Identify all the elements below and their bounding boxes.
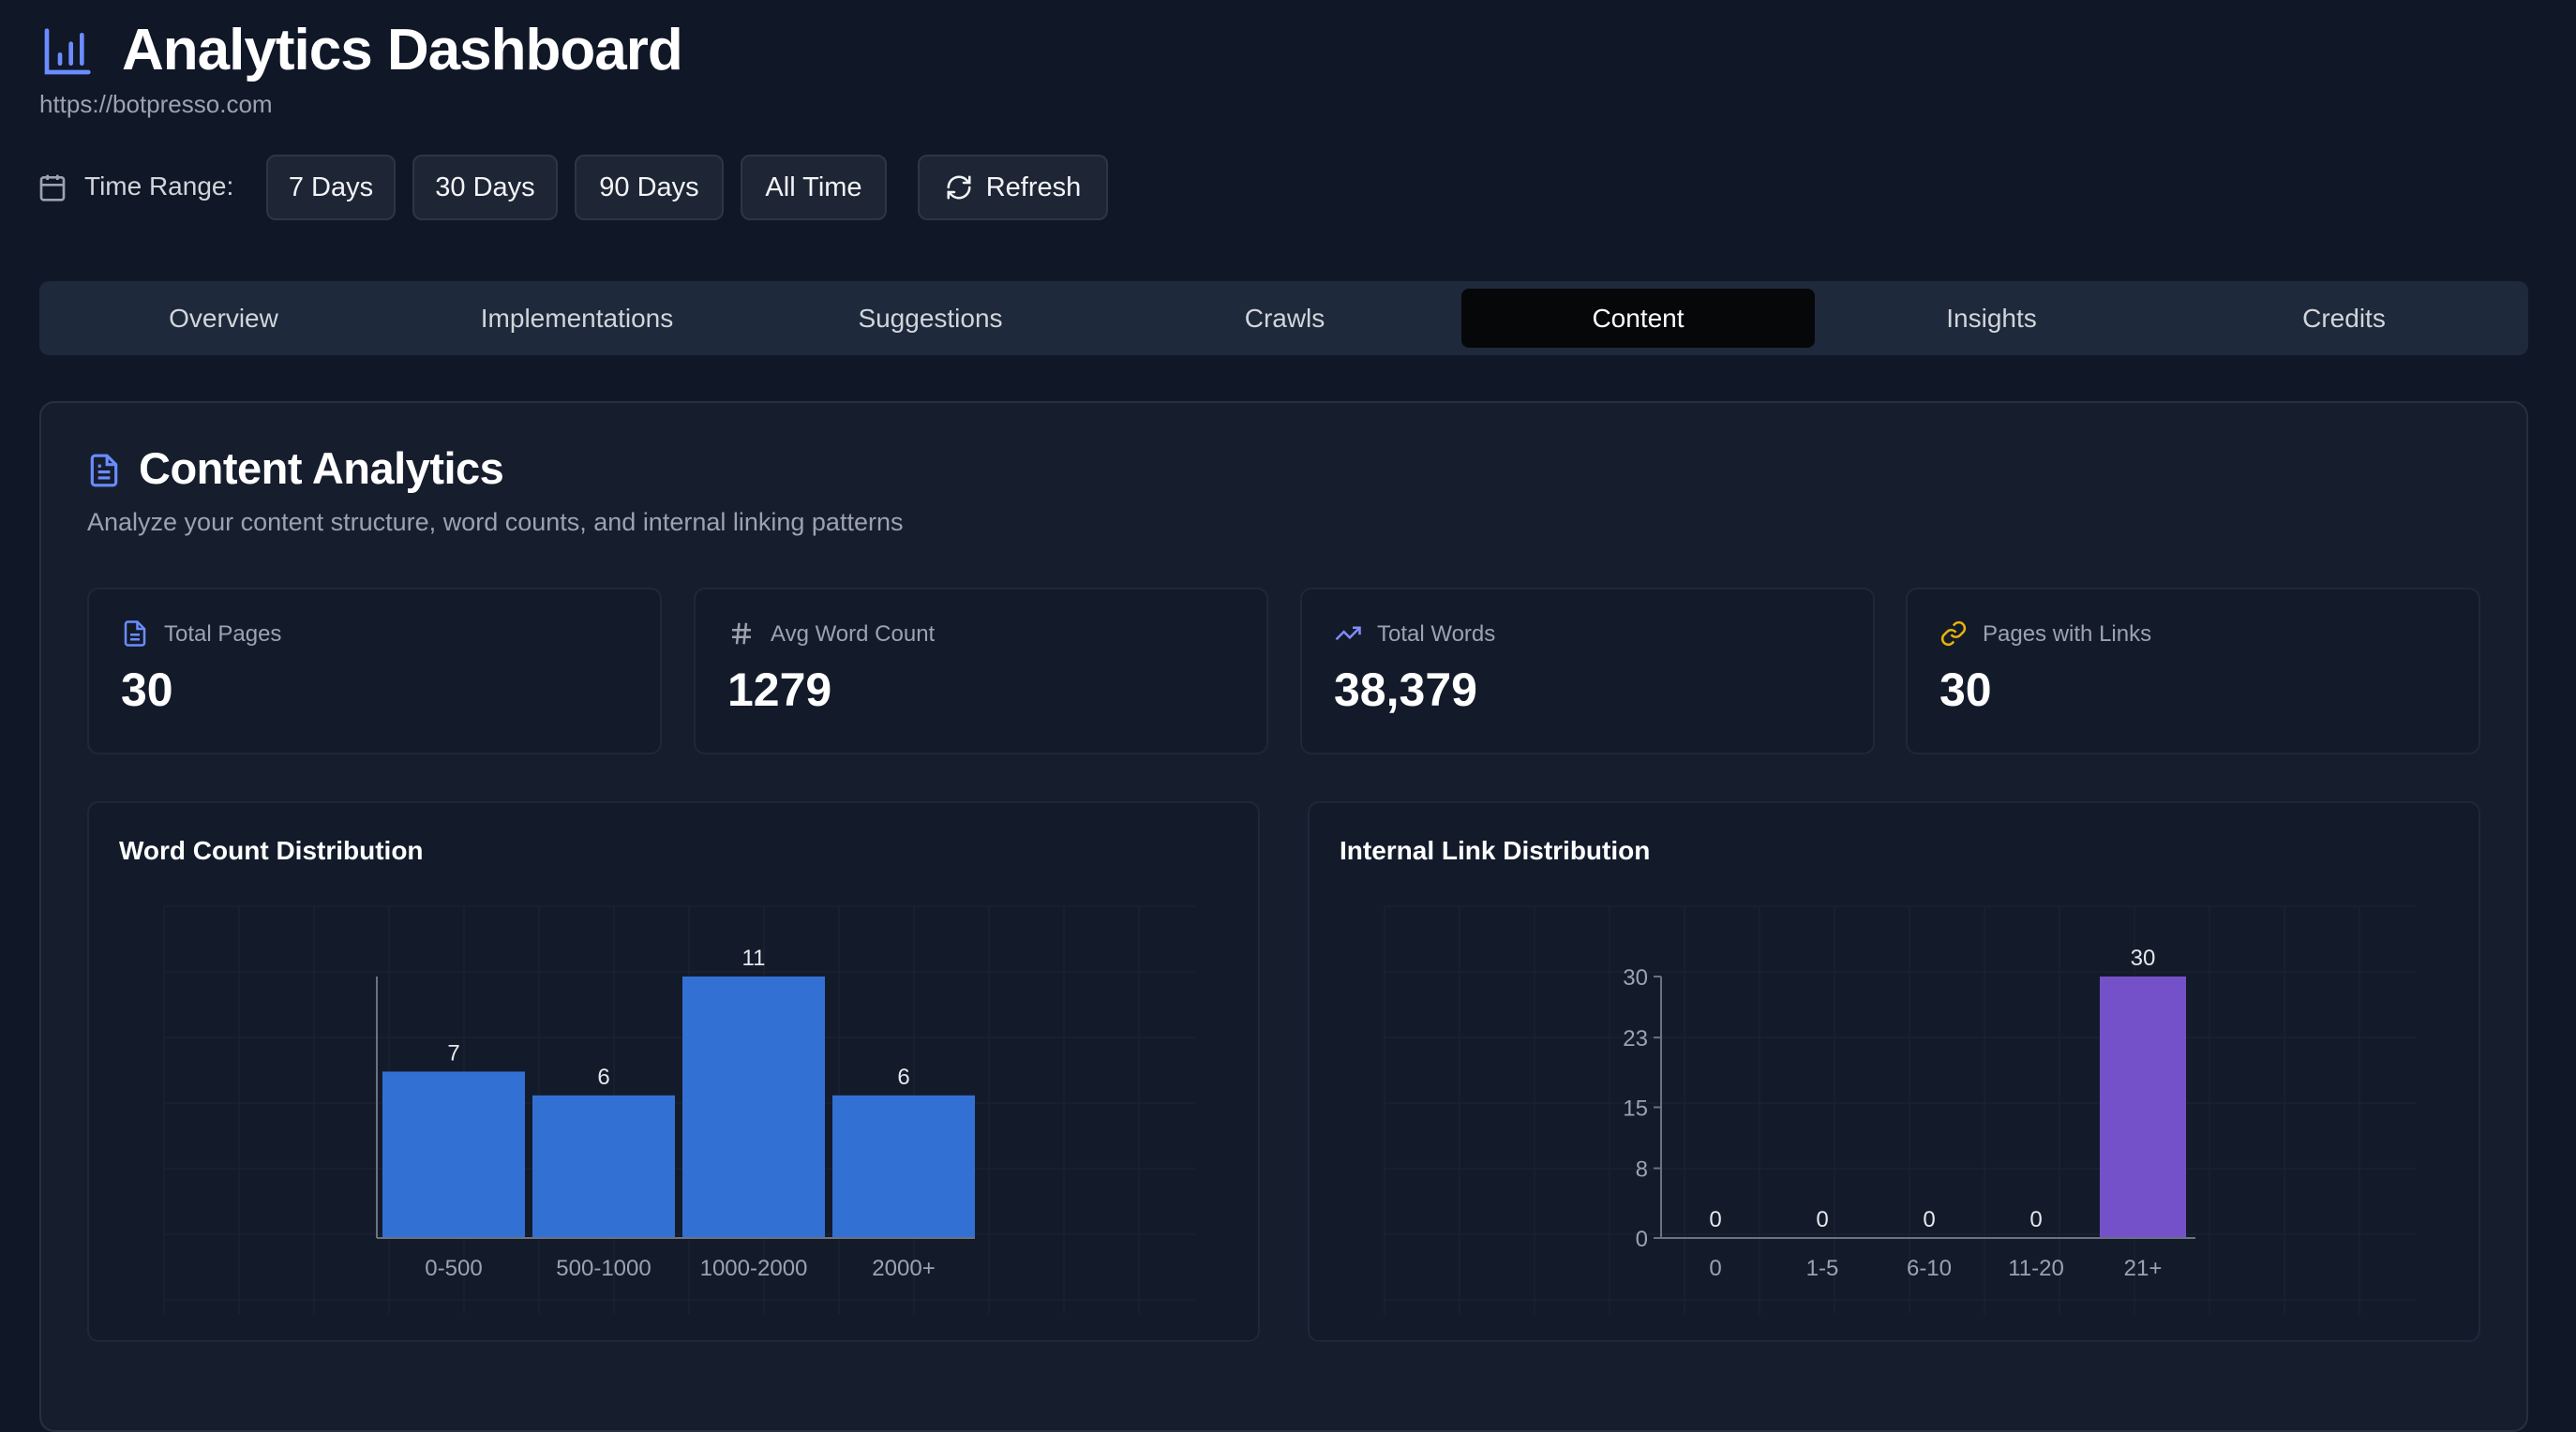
stat-value: 30 — [1939, 664, 1992, 716]
bar — [382, 1071, 525, 1238]
data-label: 30 — [2131, 946, 2156, 971]
chart-title: Word Count Distribution — [119, 836, 424, 865]
time-range-all-time[interactable]: All Time — [741, 155, 887, 220]
data-label: 6 — [897, 1065, 909, 1090]
time-range-90-days[interactable]: 90 Days — [575, 155, 724, 220]
bar — [682, 977, 825, 1238]
y-tick-label: 23 — [1623, 1026, 1648, 1052]
x-tick-label: 21+ — [2124, 1256, 2163, 1281]
word-count-chart: 7 0-500 6 500-1000 11 1000-2000 6 2000+ — [163, 905, 1195, 1314]
file-text-icon — [124, 620, 146, 647]
refresh-label: Refresh — [985, 172, 1082, 202]
tab-suggestions[interactable]: Suggestions — [858, 303, 1003, 333]
hash-icon — [732, 622, 751, 645]
x-tick-label: 1000-2000 — [700, 1256, 808, 1281]
trending-up-icon — [1335, 626, 1361, 641]
internal-link-chart: 0 0 0 1-5 0 6-10 0 11-20 30 21+ 0 8 15 23 30 — [1384, 905, 2416, 1314]
tab-implementations[interactable]: Implementations — [480, 303, 674, 333]
data-label: 0 — [1923, 1207, 1935, 1232]
bar-chart-icon — [44, 28, 91, 75]
y-tick-label: 30 — [1623, 965, 1648, 991]
time-range-label: Time Range: — [84, 172, 234, 201]
data-label: 11 — [742, 946, 766, 971]
x-tick-label: 0-500 — [425, 1256, 482, 1281]
x-tick-label: 6-10 — [1907, 1256, 1952, 1281]
site-url: https://botpresso.com — [39, 90, 273, 118]
data-label: 0 — [1816, 1207, 1828, 1232]
y-tick-label: 0 — [1636, 1227, 1648, 1252]
tab-bar: Overview Implementations Suggestions Cra… — [39, 281, 2528, 355]
stat-card-pages-with-links: Pages with Links 30 — [1906, 588, 2480, 754]
chart-title: Internal Link Distribution — [1340, 836, 1651, 865]
data-label: 7 — [447, 1040, 459, 1066]
tab-insights[interactable]: Insights — [1946, 303, 2037, 333]
data-label: 0 — [2029, 1207, 2042, 1232]
x-tick-label: 2000+ — [872, 1256, 935, 1281]
file-text-icon — [90, 454, 118, 487]
stat-card-total-pages: Total Pages 30 — [87, 588, 662, 754]
tab-content[interactable]: Content — [1461, 289, 1815, 348]
stat-value: 38,379 — [1334, 664, 1477, 716]
y-tick-label: 15 — [1623, 1096, 1648, 1122]
internal-link-chart-card: Internal Link Distribution 0 0 0 1-5 0 6-10 0 1… — [1308, 801, 2480, 1342]
data-label: 0 — [1709, 1207, 1721, 1232]
bar — [832, 1095, 975, 1238]
page-title: Analytics Dashboard — [122, 18, 683, 82]
y-tick-label: 8 — [1636, 1157, 1648, 1183]
tab-crawls[interactable]: Crawls — [1244, 303, 1325, 333]
section-subtitle: Analyze your content structure, word cou… — [87, 508, 904, 536]
calendar-icon — [39, 174, 66, 201]
section-title: Content Analytics — [139, 443, 504, 493]
x-tick-label: 500-1000 — [556, 1256, 651, 1281]
x-tick-label: 11-20 — [2008, 1256, 2064, 1281]
time-range-30-days[interactable]: 30 Days — [412, 155, 558, 220]
stat-label: Pages with Links — [1983, 621, 2152, 647]
bar — [532, 1095, 675, 1238]
tab-credits[interactable]: Credits — [2302, 303, 2386, 333]
data-label: 6 — [597, 1065, 609, 1090]
tab-overview[interactable]: Overview — [169, 303, 278, 333]
time-range-7-days[interactable]: 7 Days — [266, 155, 396, 220]
refresh-icon — [947, 175, 971, 200]
stat-label: Total Words — [1377, 621, 1496, 647]
bar — [2100, 977, 2186, 1238]
stat-card-avg-word-count: Avg Word Count 1279 — [694, 588, 1268, 754]
x-tick-label: 1-5 — [1806, 1256, 1839, 1281]
link-icon — [1940, 620, 1967, 647]
stat-value: 30 — [121, 664, 173, 716]
stat-label: Avg Word Count — [771, 621, 936, 647]
stat-card-total-words: Total Words 38,379 — [1300, 588, 1875, 754]
stat-value: 1279 — [727, 664, 832, 716]
refresh-button[interactable]: Refresh — [918, 155, 1108, 220]
word-count-chart-card: Word Count Distribution 7 0-500 6 500-1000 1… — [87, 801, 1260, 1342]
stat-label: Total Pages — [164, 621, 282, 647]
x-tick-label: 0 — [1709, 1256, 1721, 1281]
